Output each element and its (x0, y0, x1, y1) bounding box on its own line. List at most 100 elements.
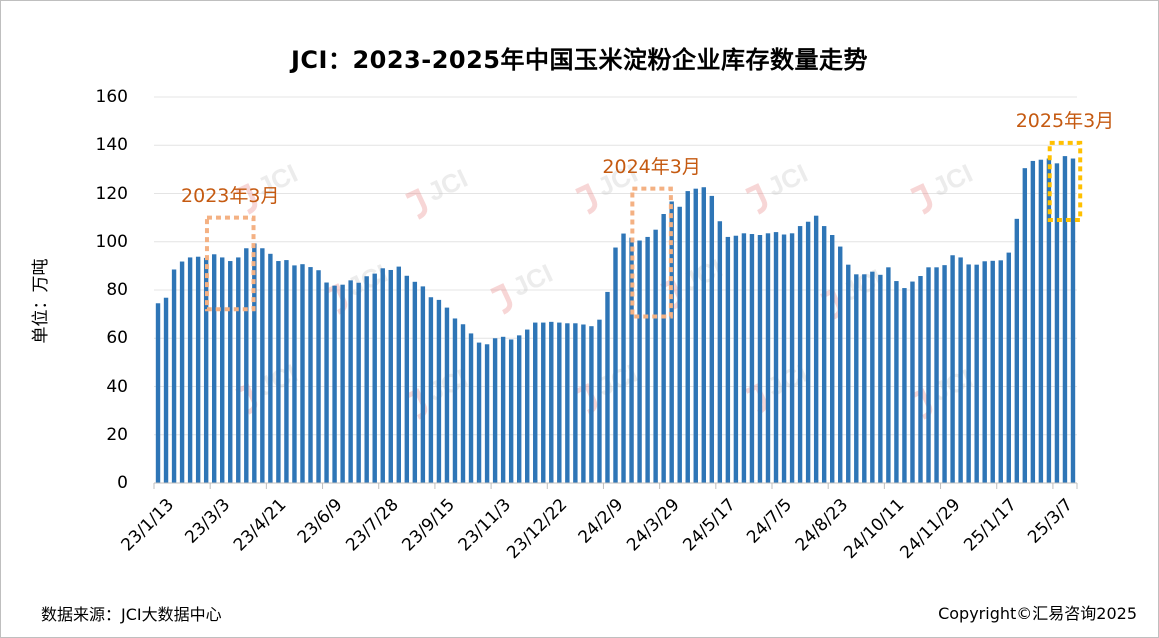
watermark: JCI (820, 263, 887, 320)
x-tick-labels: 23/1/13 23/3/323/4/21 23/6/923/7/2823/9/15… (118, 495, 1077, 563)
x-tick-label: 23/6/9 (294, 495, 347, 548)
bar (492, 338, 498, 483)
x-tick-label: 24/11/29 (896, 495, 964, 563)
bar (765, 233, 771, 483)
bar (404, 275, 410, 483)
bar (380, 268, 385, 483)
bar (982, 261, 987, 483)
bar (484, 344, 490, 483)
bar (468, 333, 474, 483)
bar (396, 266, 401, 483)
bar (709, 195, 715, 483)
bar (789, 233, 795, 483)
bar (621, 233, 626, 483)
x-tick-label: 24/5/17 (679, 495, 739, 555)
bar (717, 221, 723, 484)
bar (589, 326, 594, 483)
bar (508, 339, 514, 483)
bar (412, 281, 418, 483)
bar (1030, 160, 1036, 483)
bar (781, 234, 787, 483)
bar (308, 267, 313, 483)
bar (629, 237, 634, 483)
bar (1014, 218, 1020, 483)
watermark-logo-mark (575, 383, 598, 415)
bar (958, 257, 963, 483)
bar (516, 335, 522, 483)
watermark-text: JCI (763, 158, 812, 202)
bar (966, 264, 971, 483)
bar (203, 257, 209, 483)
bar (163, 297, 169, 483)
x-tick-label: 24/3/29 (623, 495, 683, 555)
bar (854, 274, 859, 483)
bar (332, 285, 337, 483)
bar (741, 233, 747, 483)
bar (428, 297, 434, 483)
bar (436, 299, 442, 483)
annotation-label: 2024年3月 (602, 155, 701, 178)
bar (525, 329, 530, 483)
bar (998, 260, 1003, 483)
bar (420, 286, 426, 483)
bar (292, 265, 297, 483)
x-tick-label: 24/2/9 (575, 495, 628, 548)
bar (701, 187, 706, 484)
bar (1038, 159, 1044, 483)
bar (316, 270, 321, 483)
y-tick-label: 160 (95, 87, 128, 107)
watermark: JCI (910, 158, 977, 215)
bar (1006, 252, 1011, 483)
bar (444, 307, 450, 483)
x-axis (153, 482, 1078, 489)
bar (597, 319, 602, 483)
y-tick-label: 120 (95, 183, 128, 204)
bar (155, 303, 161, 483)
watermark-logo-mark (405, 188, 428, 220)
y-tick-label: 80 (106, 280, 128, 300)
bar (372, 273, 377, 483)
annotation-boxes (204, 140, 1083, 319)
bar (757, 235, 763, 483)
bar (364, 276, 369, 483)
x-tick-label: 25/1/17 (960, 495, 1020, 555)
bar (830, 235, 835, 483)
y-tick-label: 20 (106, 424, 128, 445)
bar (862, 274, 867, 483)
bar (846, 264, 851, 483)
bar (388, 269, 393, 483)
x-tick-label: 23/7/28 (342, 495, 402, 555)
annotation-label: 2025年3月 (1015, 109, 1115, 132)
bar (324, 282, 329, 483)
bar (926, 267, 931, 483)
bar (340, 284, 345, 483)
watermark-logo-mark (490, 283, 513, 315)
bar (653, 229, 658, 483)
bar (773, 232, 779, 483)
bar (1046, 158, 1052, 483)
bar (300, 264, 305, 483)
bar (244, 248, 249, 483)
bar (348, 280, 353, 483)
bar (549, 321, 554, 483)
bar (236, 257, 241, 483)
bar (195, 256, 201, 483)
bar (886, 267, 891, 483)
bar (910, 281, 915, 483)
watermark-logo-mark (575, 183, 598, 215)
bar (541, 322, 546, 483)
bar (669, 201, 674, 483)
chart-title: JCI：2023-2025年中国玉米淀粉企业库存数量走势 (290, 46, 869, 74)
y-tick-label: 100 (95, 231, 128, 252)
bar (749, 234, 755, 483)
bar (284, 260, 289, 483)
bar (211, 254, 217, 483)
bar (821, 226, 827, 483)
bar (1070, 158, 1076, 483)
y-tick-label: 0 (117, 473, 128, 493)
x-tick-label: 23/1/13 (118, 495, 178, 555)
bar (645, 236, 650, 483)
bar (990, 260, 995, 483)
bar (228, 261, 233, 483)
bar (693, 188, 698, 483)
